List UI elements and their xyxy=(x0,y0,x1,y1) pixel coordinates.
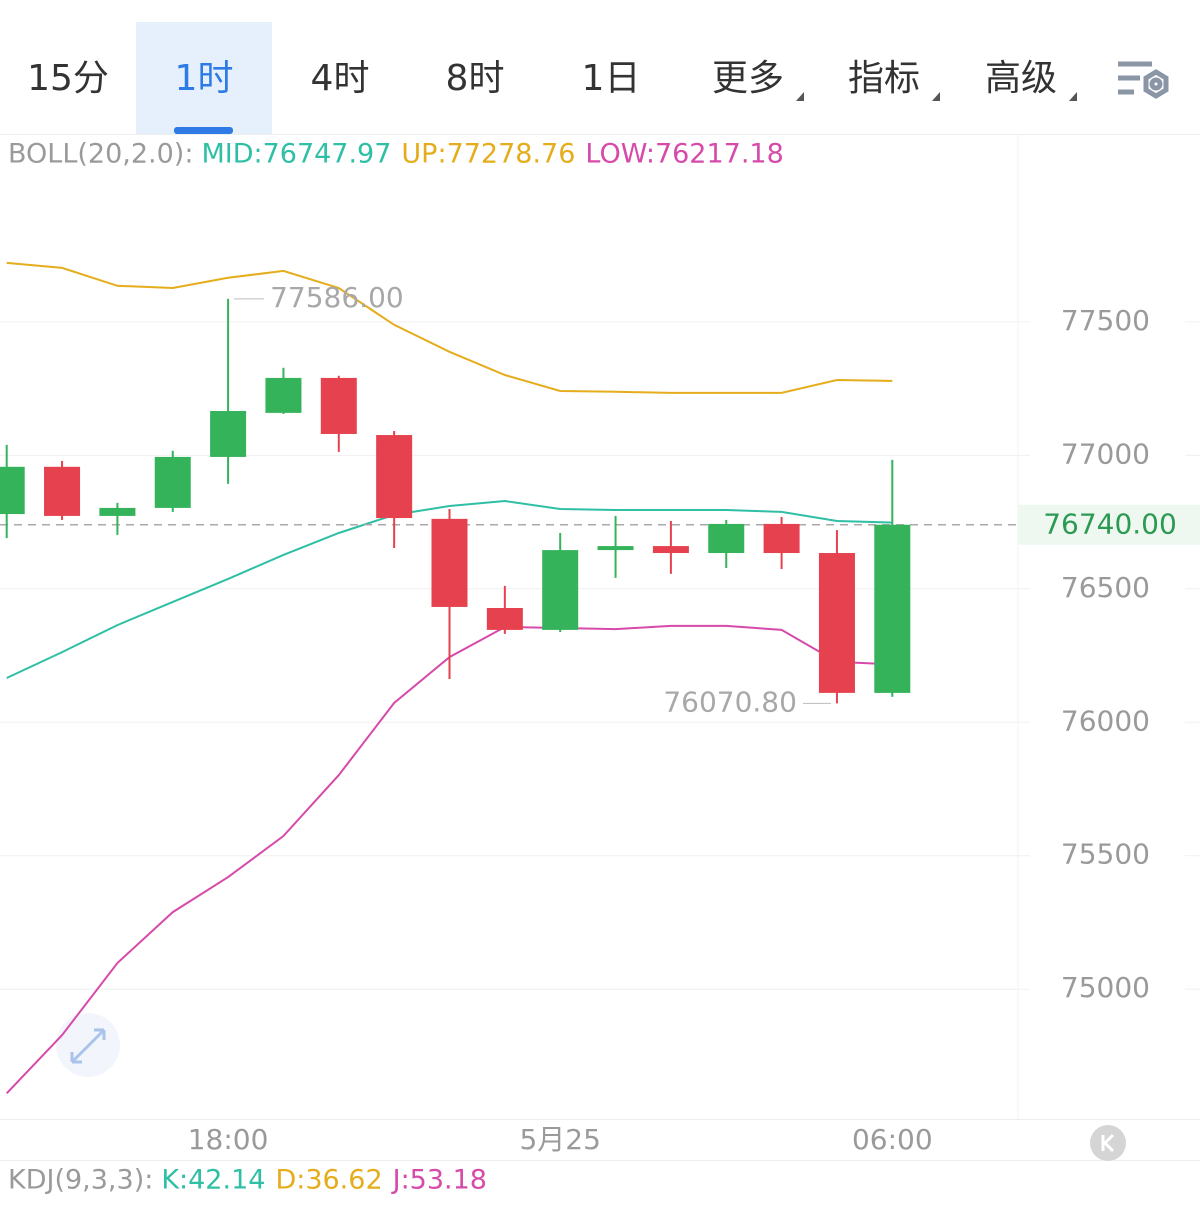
icon-hex xyxy=(1143,69,1169,99)
candle-body xyxy=(818,553,855,693)
candle-body xyxy=(265,377,302,413)
tab[interactable]: 15分 xyxy=(27,58,109,99)
legend-item: LOW:76217.18 xyxy=(585,139,783,170)
kdj-item: D:36.62 xyxy=(275,1165,382,1196)
candle-body xyxy=(763,523,800,554)
y-tick-label: 77000 xyxy=(1061,437,1150,470)
expand-arrows xyxy=(70,1028,106,1064)
candle-body xyxy=(874,524,911,693)
y-tick-label: 75500 xyxy=(1061,838,1150,871)
x-tick-label: 06:00 xyxy=(852,1123,933,1156)
dropdown-caret xyxy=(1069,92,1077,101)
y-tick-label: 77500 xyxy=(1061,304,1150,337)
last-price-box xyxy=(1018,504,1200,545)
kdj-title: KDJ(9,3,3): xyxy=(8,1165,153,1196)
selected-tab-bg xyxy=(136,22,272,134)
kdj-item: J:53.18 xyxy=(391,1165,487,1196)
candle-body xyxy=(542,550,579,630)
tab[interactable]: 指标 xyxy=(848,58,920,99)
tab[interactable]: 8时 xyxy=(446,58,505,99)
tab[interactable]: 1日 xyxy=(582,58,641,99)
boll-line xyxy=(6,499,893,679)
k-glyph xyxy=(1101,1133,1115,1153)
tab[interactable]: 高级 xyxy=(985,58,1057,99)
y-tick-label: 75000 xyxy=(1061,971,1150,1004)
boll-line xyxy=(6,261,893,394)
candle-body xyxy=(486,608,523,630)
tab[interactable]: 1时 xyxy=(175,58,234,99)
selected-tab-indicator xyxy=(174,127,233,134)
k-button[interactable] xyxy=(1090,1125,1126,1161)
max-label: 77586.00 xyxy=(270,281,404,314)
settings-icon[interactable] xyxy=(1118,61,1169,99)
x-tick-label: 18:00 xyxy=(188,1123,269,1156)
y-tick-label: 76500 xyxy=(1061,571,1150,604)
min-label: 76070.80 xyxy=(663,685,797,718)
candle-body xyxy=(652,546,689,554)
candle-body xyxy=(210,411,247,457)
legend-item: MID:76747.97 xyxy=(201,139,391,170)
x-tick-label: 5月25 xyxy=(519,1123,600,1156)
y-tick-label: 76000 xyxy=(1061,704,1150,737)
candle-body xyxy=(708,523,745,554)
kdj-item: K:42.14 xyxy=(161,1165,265,1196)
candle-body xyxy=(431,518,468,607)
tab[interactable]: 4时 xyxy=(311,58,370,99)
legend-item: UP:77278.76 xyxy=(401,139,575,170)
candle-body xyxy=(0,466,25,515)
candle-body xyxy=(320,377,357,434)
k-bg xyxy=(1090,1125,1126,1161)
icon-dot xyxy=(1149,77,1163,91)
tab[interactable]: 更多 xyxy=(712,58,784,99)
indicator-title: BOLL(20,2.0): xyxy=(8,139,193,170)
candle-body xyxy=(154,456,191,508)
dropdown-caret xyxy=(796,92,804,101)
dropdown-caret xyxy=(932,92,940,101)
candle-body xyxy=(376,435,413,519)
candle-body xyxy=(99,507,136,516)
expand-button[interactable] xyxy=(56,1013,120,1077)
candle-body xyxy=(44,466,81,516)
candle-body xyxy=(597,546,634,551)
last-price-label: 76740.00 xyxy=(1043,508,1177,541)
